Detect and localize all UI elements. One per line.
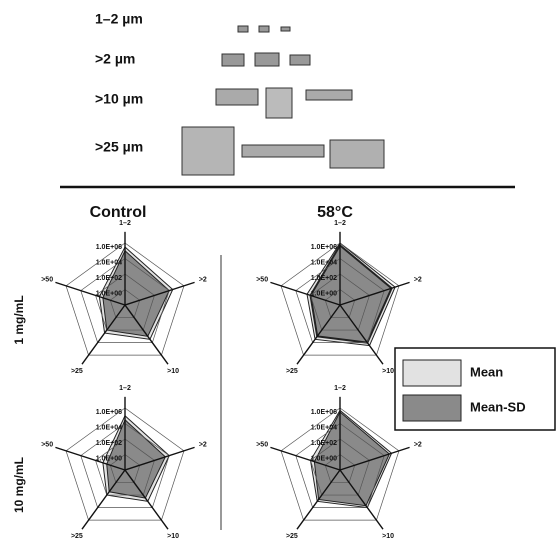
category-label: >2	[414, 277, 422, 284]
legend-swatch	[402, 394, 462, 422]
r-tick-label: 1.0E+04	[311, 259, 337, 266]
category-label: >10	[382, 533, 394, 540]
grid-ring	[280, 407, 400, 521]
row-label: 1 mg/mL	[12, 295, 26, 344]
grid-ring	[109, 289, 141, 318]
radar-axis	[81, 469, 126, 530]
r-tick-label: 1.0E+06	[96, 409, 122, 416]
size-class-label: 1–2 µm	[95, 11, 143, 27]
r-tick-label: 1.0E+02	[96, 440, 122, 447]
column-title: 58°C	[317, 204, 353, 221]
radar-axis	[339, 446, 410, 471]
grid-ring	[324, 289, 356, 318]
category-label: >10	[167, 368, 179, 375]
radar-axis	[296, 304, 341, 365]
grid-ring	[80, 258, 170, 343]
radar-axis	[270, 281, 341, 306]
grid-ring	[109, 454, 141, 483]
category-label: >50	[256, 277, 268, 284]
r-tick-label: 1.0E+00	[96, 290, 122, 297]
grid-ring	[324, 454, 356, 483]
category-label: >50	[41, 277, 53, 284]
r-tick-label: 1.0E+04	[96, 424, 122, 431]
r-tick-label: 1.0E+06	[311, 244, 337, 251]
grid-ring	[80, 423, 170, 508]
category-label: >2	[414, 442, 422, 449]
grid-ring	[95, 273, 155, 331]
grid-ring	[310, 273, 370, 331]
category-label: >2	[199, 442, 207, 449]
category-label: >25	[71, 368, 83, 375]
r-tick-label: 1.0E+00	[311, 290, 337, 297]
category-label: 1–2	[119, 220, 131, 227]
category-label: >10	[167, 533, 179, 540]
size-class-label: >10 µm	[95, 91, 143, 107]
r-tick-label: 1.0E+02	[311, 440, 337, 447]
category-label: >25	[71, 533, 83, 540]
column-title: Control	[90, 204, 147, 221]
category-label: 1–2	[334, 385, 346, 392]
category-label: >25	[286, 533, 298, 540]
category-label: >50	[256, 442, 268, 449]
grid-ring	[295, 423, 385, 508]
grid-ring	[95, 438, 155, 496]
category-label: >2	[199, 277, 207, 284]
r-tick-label: 1.0E+06	[311, 409, 337, 416]
size-class-label: >2 µm	[95, 51, 135, 67]
radar-axis	[55, 281, 126, 306]
particle-images	[181, 25, 385, 176]
radar-area	[102, 249, 170, 337]
legend-label: Mean	[470, 364, 503, 379]
r-tick-label: 1.0E+04	[96, 259, 122, 266]
grid-ring	[310, 438, 370, 496]
category-label: 1–2	[119, 385, 131, 392]
radar-axis	[296, 469, 341, 530]
category-label: 1–2	[334, 220, 346, 227]
grid-ring	[295, 258, 385, 343]
r-tick-label: 1.0E+02	[96, 275, 122, 282]
radar-axis	[339, 304, 384, 365]
category-label: >50	[41, 442, 53, 449]
r-tick-label: 1.0E+06	[96, 244, 122, 251]
grid-ring	[65, 407, 185, 521]
radar-axis	[339, 281, 410, 306]
legend-swatch	[402, 359, 462, 387]
r-tick-label: 1.0E+04	[311, 424, 337, 431]
grid-ring	[65, 242, 185, 356]
r-tick-label: 1.0E+00	[311, 455, 337, 462]
radar-axis	[81, 304, 126, 365]
legend-label: Mean-SD	[470, 399, 526, 414]
radar-axis	[270, 446, 341, 471]
radar-axis	[55, 446, 126, 471]
radar-axis	[124, 446, 195, 471]
r-tick-label: 1.0E+02	[311, 275, 337, 282]
row-label: 10 mg/mL	[12, 457, 26, 513]
legend: Mean Mean-SD	[394, 347, 556, 431]
radar-axis	[124, 304, 169, 365]
grid-ring	[280, 242, 400, 356]
size-class-label: >25 µm	[95, 139, 143, 155]
radar-axis	[124, 281, 195, 306]
radar-axis	[339, 469, 384, 530]
radar-axis	[124, 469, 169, 530]
category-label: >25	[286, 368, 298, 375]
r-tick-label: 1.0E+00	[96, 455, 122, 462]
category-label: >10	[382, 368, 394, 375]
